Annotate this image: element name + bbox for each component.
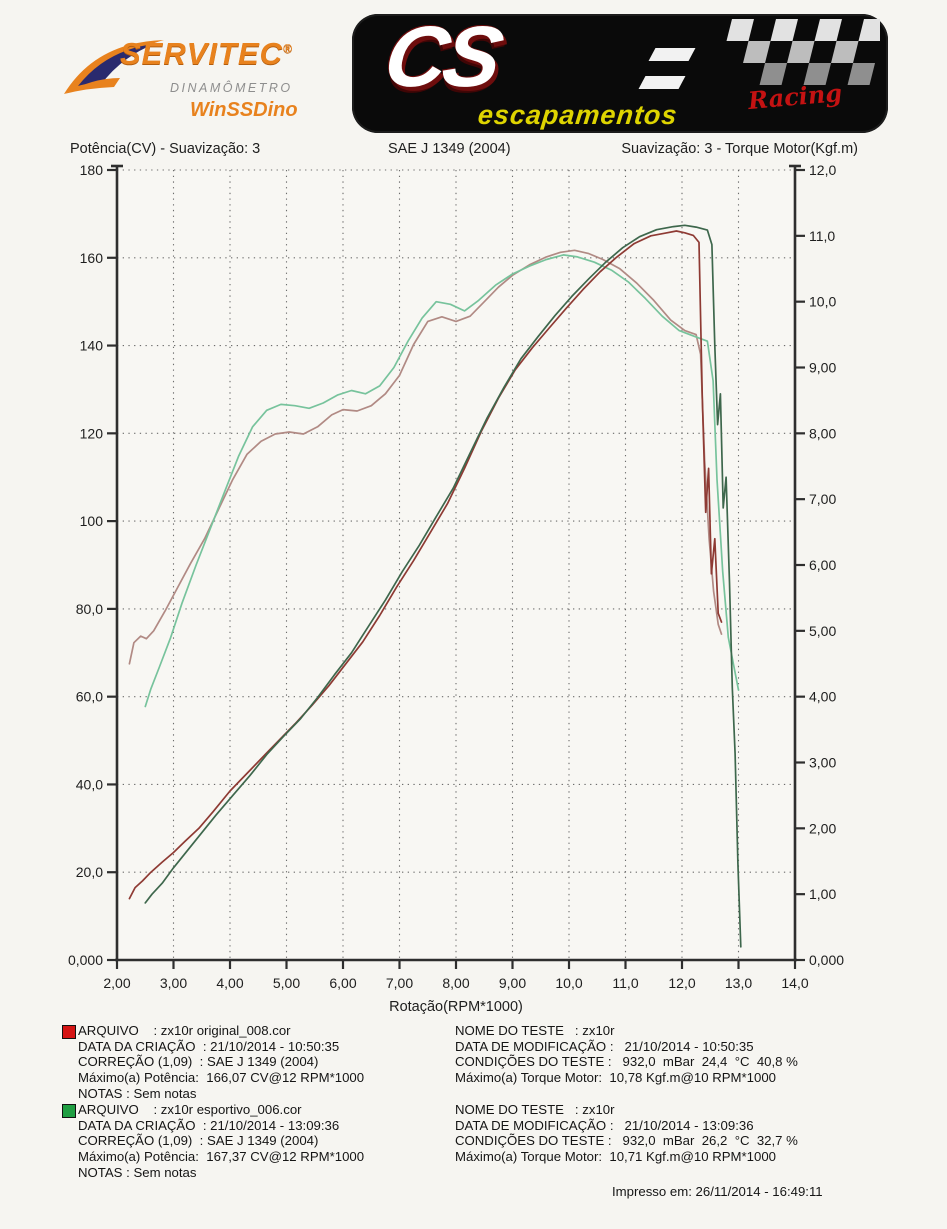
x-tick-label: 10,0: [555, 975, 582, 991]
y-right-tick-label: 2,00: [809, 820, 836, 836]
cs-tagline: escapamentos: [476, 100, 680, 130]
series-swatch-original: [62, 1025, 76, 1039]
arquivo-line: ARQUIVO : zx10r original_008.cor: [78, 1023, 291, 1038]
y-right-tick-label: 5,00: [809, 623, 836, 639]
x-tick-label: 14,0: [781, 975, 808, 991]
y-left-tick-label: 180: [80, 162, 104, 178]
checkered-flag-icon: [726, 19, 880, 85]
x-tick-label: 3,00: [160, 975, 187, 991]
y-right-tick-label: 12,0: [809, 162, 836, 178]
notas-line: NOTAS : Sem notas: [78, 1085, 197, 1101]
y-left-tick-label: 20,0: [76, 864, 103, 880]
maximo-torque-line: Máximo(a) Torque Motor: 10,71 Kgf.m@10 R…: [455, 1149, 776, 1165]
y-left-tick-label: 80,0: [76, 601, 103, 617]
maximo-torque-line: Máximo(a) Torque Motor: 10,78 Kgf.m@10 R…: [455, 1070, 776, 1086]
x-tick-label: 4,00: [216, 975, 243, 991]
correcao-line: CORREÇÃO (1,09) : SAE J 1349 (2004): [78, 1054, 319, 1070]
printed-timestamp: Impresso em: 26/11/2014 - 16:49:11: [612, 1184, 823, 1199]
maximo-potencia-line: Máximo(a) Potência: 166,07 CV@12 RPM*100…: [78, 1070, 365, 1086]
servitec-wordmark: SERVITEC®: [120, 36, 293, 71]
y-right-tick-label: 0,000: [809, 952, 844, 968]
y-right-tick-label: 11,0: [809, 228, 835, 244]
y-right-tick-label: 9,00: [809, 360, 836, 376]
software-name: WinSSDino: [190, 99, 298, 121]
entry-left-column: ARQUIVO : zx10r esportivo_006.cor DATA D…: [78, 1102, 364, 1181]
data-criacao-line: DATA DA CRIAÇÃO : 21/10/2014 - 13:09:36: [78, 1117, 340, 1133]
data-modificacao-line: DATA DE MODIFICAÇÃO : 21/10/2014 - 10:50…: [455, 1038, 754, 1054]
x-tick-label: 8,00: [442, 975, 469, 991]
entry-left-column: ARQUIVO : zx10r original_008.cor DATA DA…: [78, 1023, 364, 1102]
x-tick-label: 9,00: [499, 975, 526, 991]
series-power_red: [128, 230, 723, 900]
notas-line: NOTAS : Sem notas: [78, 1164, 197, 1180]
y-left-tick-label: 0,000: [68, 952, 103, 968]
right-axis-title: Suavização: 3 - Torque Motor(Kgf.m): [621, 141, 858, 157]
cs-racing-logo: CS Racing escapamentos: [352, 9, 888, 133]
y-right-tick-label: 6,00: [809, 557, 836, 573]
y-left-tick-label: 60,0: [76, 689, 103, 705]
y-left-tick-label: 160: [80, 250, 104, 266]
y-right-tick-label: 7,00: [809, 491, 836, 507]
cs-speed-dash-icon: [638, 76, 686, 89]
x-tick-label: 2,00: [103, 975, 130, 991]
series-swatch-esportivo: [62, 1104, 76, 1118]
condicoes-teste-line: CONDIÇÕES DO TESTE : 932,0 mBar 24,4 °C …: [455, 1054, 798, 1070]
y-right-tick-label: 8,00: [809, 425, 836, 441]
dyno-chart: 180 160 140 120 100 80,0 60,0 40,0 20,0 0,000 12,0…: [68, 162, 844, 1015]
x-tick-label: 5,00: [273, 975, 300, 991]
y-right-tick-label: 3,00: [809, 755, 836, 771]
y-right-tick-label: 10,0: [809, 294, 836, 310]
y-left-tick-label: 100: [80, 513, 104, 529]
nome-teste-line: NOME DO TESTE : zx10r: [455, 1023, 615, 1038]
condicoes-teste-line: CONDIÇÕES DO TESTE : 932,0 mBar 26,2 °C …: [455, 1133, 798, 1149]
registered-mark: ®: [283, 41, 293, 56]
y-left-tick-label: 120: [80, 425, 104, 441]
x-axis-label: Rotação(RPM*1000): [389, 999, 523, 1015]
arquivo-line: ARQUIVO : zx10r esportivo_006.cor: [78, 1102, 302, 1117]
data-modificacao-line: DATA DE MODIFICAÇÃO : 21/10/2014 - 13:09…: [455, 1117, 754, 1133]
entry-right-column: NOME DO TESTE : zx10r DATA DE MODIFICAÇÃ…: [455, 1102, 798, 1165]
x-tick-label: 13,0: [725, 975, 752, 991]
correcao-line: CORREÇÃO (1,09) : SAE J 1349 (2004): [78, 1133, 319, 1149]
series-power_green: [144, 224, 742, 948]
maximo-potencia-line: Máximo(a) Potência: 167,37 CV@12 RPM*100…: [78, 1149, 365, 1165]
servitec-subtitle: DINAMÔMETRO: [170, 81, 293, 95]
left-axis-title: Potência(CV) - Suavização: 3: [70, 141, 261, 157]
y-right-tick-label: 1,00: [809, 886, 836, 902]
x-tick-label: 11,0: [612, 975, 638, 991]
cs-speed-dash-icon: [648, 48, 696, 61]
y-left-tick-label: 40,0: [76, 776, 103, 792]
entry-right-column: NOME DO TESTE : zx10r DATA DE MODIFICAÇÃ…: [455, 1023, 798, 1086]
cs-initials: CS: [377, 9, 507, 105]
servitec-swoosh-icon: [64, 40, 164, 94]
series-torque_red: [128, 249, 723, 665]
series-torque_green: [144, 254, 740, 708]
x-tick-label: 7,00: [386, 975, 413, 991]
y-left-tick-label: 140: [80, 338, 104, 354]
x-tick-label: 12,0: [668, 975, 695, 991]
y-right-tick-label: 4,00: [809, 689, 836, 705]
nome-teste-line: NOME DO TESTE : zx10r: [455, 1102, 615, 1117]
servitec-logo: SERVITEC® DINAMÔMETRO WinSSDino: [62, 24, 354, 136]
plot-area: [117, 170, 795, 960]
correction-standard-title: SAE J 1349 (2004): [388, 141, 511, 157]
data-criacao-line: DATA DA CRIAÇÃO : 21/10/2014 - 10:50:35: [78, 1038, 340, 1054]
x-tick-label: 6,00: [329, 975, 356, 991]
